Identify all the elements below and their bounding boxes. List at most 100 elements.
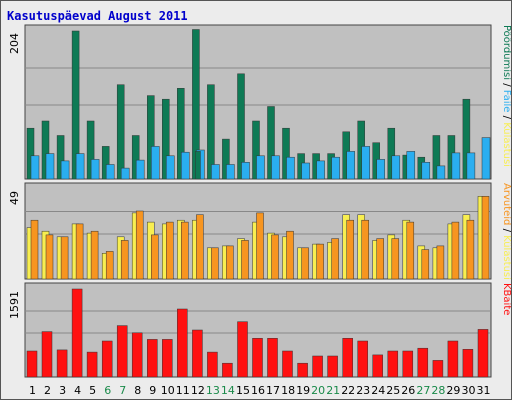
bar-kbaite (101, 340, 113, 378)
panel-visits-pages-files: 204 Pöördumisi / Faile / Külastusi (8, 24, 511, 180)
bar-poordumisi (481, 137, 491, 180)
bar-arvuteid (241, 240, 249, 280)
series-legend-label: KBaite (501, 283, 511, 315)
bar-poordumisi (60, 160, 70, 180)
bar-poordumisi (361, 146, 370, 180)
bar-poordumisi (75, 153, 85, 180)
bar-poordumisi (90, 159, 100, 180)
bar-kulastusi (237, 73, 245, 180)
x-tick-label: 5 (89, 384, 96, 397)
bar-poordumisi (105, 164, 115, 180)
x-tick-label: 15 (236, 384, 250, 397)
bar-kbaite (372, 354, 383, 378)
bar-arvuteid (466, 219, 475, 280)
x-tick-label: 19 (296, 384, 310, 397)
x-tick-label: 17 (266, 384, 280, 397)
bar-kbaite (71, 288, 83, 378)
bar-arvuteid (181, 221, 189, 280)
bar-arvuteid (391, 238, 400, 280)
bar-kbaite (462, 349, 474, 378)
bar-kbaite (252, 338, 263, 378)
bar-arvuteid (286, 230, 294, 280)
bar-arvuteid (226, 245, 234, 280)
bar-arvuteid (30, 219, 39, 280)
bar-kulastusi (41, 120, 50, 180)
bar-arvuteid (75, 223, 84, 280)
bar-poordumisi (271, 155, 280, 180)
bar-arvuteid (256, 212, 264, 280)
bar-kbaite (447, 340, 459, 378)
x-tick-label: 28 (431, 384, 445, 397)
legend-entry: KBaite (501, 283, 511, 315)
bar-poordumisi (421, 162, 431, 180)
bar-poordumisi (451, 152, 461, 180)
x-tick-label: 18 (281, 384, 295, 397)
x-tick-label: 23 (356, 384, 370, 397)
legend-separator: / (501, 112, 511, 122)
bar-kbaite (267, 338, 278, 378)
x-tick-label: 6 (104, 384, 111, 397)
bar-arvuteid (481, 196, 490, 280)
bar-poordumisi (301, 162, 310, 180)
bar-arvuteid (120, 240, 129, 280)
bar-arvuteid (135, 210, 144, 280)
bar-kbaite (41, 331, 53, 378)
x-tick-label: 29 (446, 384, 460, 397)
bar-kulastusi (56, 135, 65, 180)
bar-kulastusi (387, 127, 396, 180)
bar-arvuteid (451, 221, 460, 280)
bar-arvuteid (361, 219, 369, 280)
bar-arvuteid (45, 234, 54, 280)
x-tick-label: 21 (326, 384, 340, 397)
bar-kulastusi (162, 98, 170, 180)
bar-kbaite (297, 362, 308, 378)
x-tick-label: 8 (134, 384, 141, 397)
bar-poordumisi (376, 159, 385, 180)
x-tick-label: 11 (176, 384, 190, 397)
bar-poordumisi (45, 153, 55, 180)
legend-entry: Külastusi (501, 122, 511, 167)
panel-hits-files: 49 Arvuteid / Külastusi (8, 182, 511, 280)
bar-kulastusi (71, 30, 80, 180)
bar-kulastusi (26, 127, 35, 180)
x-tick-label: 3 (59, 384, 66, 397)
bar-faile (195, 151, 201, 180)
bar-arvuteid (406, 221, 415, 280)
bar-arvuteid (60, 236, 69, 280)
x-tick-label: 7 (119, 384, 126, 397)
bar-poordumisi (181, 151, 190, 180)
panels: 204 Pöördumisi / Faile / Külastusi 49 Arvut… (8, 24, 511, 378)
bar-kbaite (147, 339, 158, 378)
bar-kbaite (477, 329, 489, 378)
bar-arvuteid (151, 234, 159, 280)
x-axis-labels: 1 2 3 4 5 6 7 8 9 10 11 12 13 14 15 16 17 18 19 20 21 22 23 24 2… (29, 384, 491, 397)
bar-kbaite (342, 338, 353, 378)
bar-arvuteid (436, 245, 445, 280)
x-tick-label: 20 (311, 384, 325, 397)
bar-poordumisi (256, 155, 265, 180)
x-tick-label: 12 (191, 384, 205, 397)
bar-kbaite (86, 351, 98, 378)
bar-kulastusi (116, 84, 125, 180)
bar-poordumisi (466, 152, 476, 180)
bar-arvuteid (90, 230, 99, 280)
legend-entry: Arvuteid (501, 183, 511, 225)
bar-poordumisi (211, 164, 220, 180)
bar-kulastusi (282, 127, 290, 180)
bar-kulastusi (177, 88, 185, 180)
chart-title: Kasutuspäevad August 2011 (7, 9, 188, 23)
y-max-label: 1591 (8, 291, 21, 319)
bar-poordumisi (436, 165, 446, 180)
bar-poordumisi (391, 155, 401, 180)
bar-kulastusi (101, 146, 110, 180)
bar-poordumisi (30, 155, 40, 180)
x-tick-label: 4 (74, 384, 81, 397)
bar-arvuteid (376, 238, 384, 280)
bar-kulastusi (147, 95, 155, 180)
legend-separator: / (501, 80, 511, 90)
legend-entry: Pöördumisi (501, 25, 511, 80)
y-max-label: 204 (8, 33, 21, 54)
bar-kulastusi (131, 135, 140, 180)
bar-kbaite (417, 347, 429, 378)
